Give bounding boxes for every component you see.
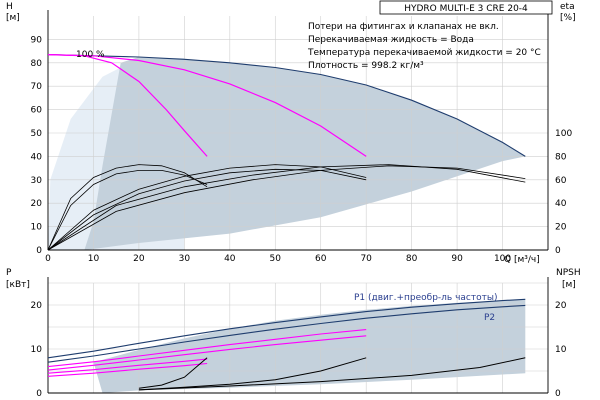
efficiency-curve [47,164,526,251]
p2-label: P2 [484,313,495,323]
npsh-tick-label: 0 [555,389,561,399]
q-axis-label: Q [м³/ч] [504,255,540,265]
npsh-curve [138,357,367,391]
npsh-curve [138,357,526,391]
note-temperature: Температура перекачиваемой жидкости = 20… [307,48,541,58]
q-tick-label: 80 [406,254,418,264]
note-density: Плотность = 998.2 кг/м³ [308,61,424,71]
q-tick-label: 60 [315,254,327,264]
h-axis-unit-m: [м] [6,13,20,23]
eta-axis-unit-pct: [%] [560,13,576,23]
h-tick-label: 40 [31,152,43,162]
efficiency-curve [47,164,367,251]
p1-label: P1 (двиг.+преобр-ль частоты) [354,293,498,303]
npsh-axis-unit-m: [м] [562,280,576,290]
h-tick-label: 70 [31,82,43,92]
h-tick-label: 20 [31,199,43,209]
max-speed-qh-curve [47,54,526,157]
power-curve-max [47,298,526,359]
h-axis-unit-h: H [6,2,13,12]
npsh-curve [138,357,208,389]
q-tick-label: 70 [360,254,372,264]
power-curve [47,335,367,371]
efficiency-curve [47,165,526,251]
title-box [379,0,553,15]
eta-axis-unit-eta: eta [560,2,575,12]
h-tick-label: 80 [31,59,43,69]
p-tick-label: 10 [31,345,43,355]
eta-tick-label: 0 [555,246,561,256]
eta-tick-label: 40 [555,199,567,209]
efficiency-curve [47,170,208,251]
note-fittings: Потери на фитингах и клапанах не вкл. [308,22,499,32]
p-axis-unit-p: P [6,268,12,278]
power-curve [47,329,367,368]
h-tick-label: 30 [31,176,43,186]
eta-tick-label: 80 [555,152,567,162]
power-curve-max [47,304,526,363]
q-tick-label: 40 [224,254,236,264]
q-tick-label: 20 [133,254,145,264]
q-tick-label: 100 [494,254,511,264]
chart-title: HYDRO MULTI-E 3 CRE 20-4 [404,4,528,14]
eta-tick-label: 100 [555,129,572,139]
q-tick-label: 90 [451,254,463,264]
h-tick-label: 60 [31,106,43,116]
power-curve [47,362,208,377]
p-axis-unit-kw: [кВт] [6,280,30,290]
p-tick-label: 20 [31,301,43,311]
h-tick-label: 0 [36,246,42,256]
eta-tick-label: 20 [555,223,567,233]
q-tick-label: 10 [88,254,100,264]
eta-tick-label: 60 [555,176,567,186]
p-tick-label: 0 [36,389,42,399]
npsh-tick-label: 20 [555,301,567,311]
power-curve [47,358,208,374]
h-tick-label: 50 [31,129,43,139]
q-tick-label: 50 [270,254,282,264]
q-tick-label: 0 [45,254,51,264]
efficiency-curve [47,164,208,251]
efficiency-curve [47,168,367,251]
h-tick-label: 10 [31,223,43,233]
note-liquid: Перекачиваемая жидкость = Вода [308,35,474,45]
speed-label: 100 % [76,50,105,60]
npsh-axis-unit-npsh: NPSH [556,268,581,278]
npsh-tick-label: 10 [555,345,567,355]
q-tick-label: 30 [179,254,191,264]
h-tick-label: 90 [31,35,43,45]
operating-envelope [84,57,526,250]
power-envelope [93,299,526,393]
qh-curve [47,54,367,157]
